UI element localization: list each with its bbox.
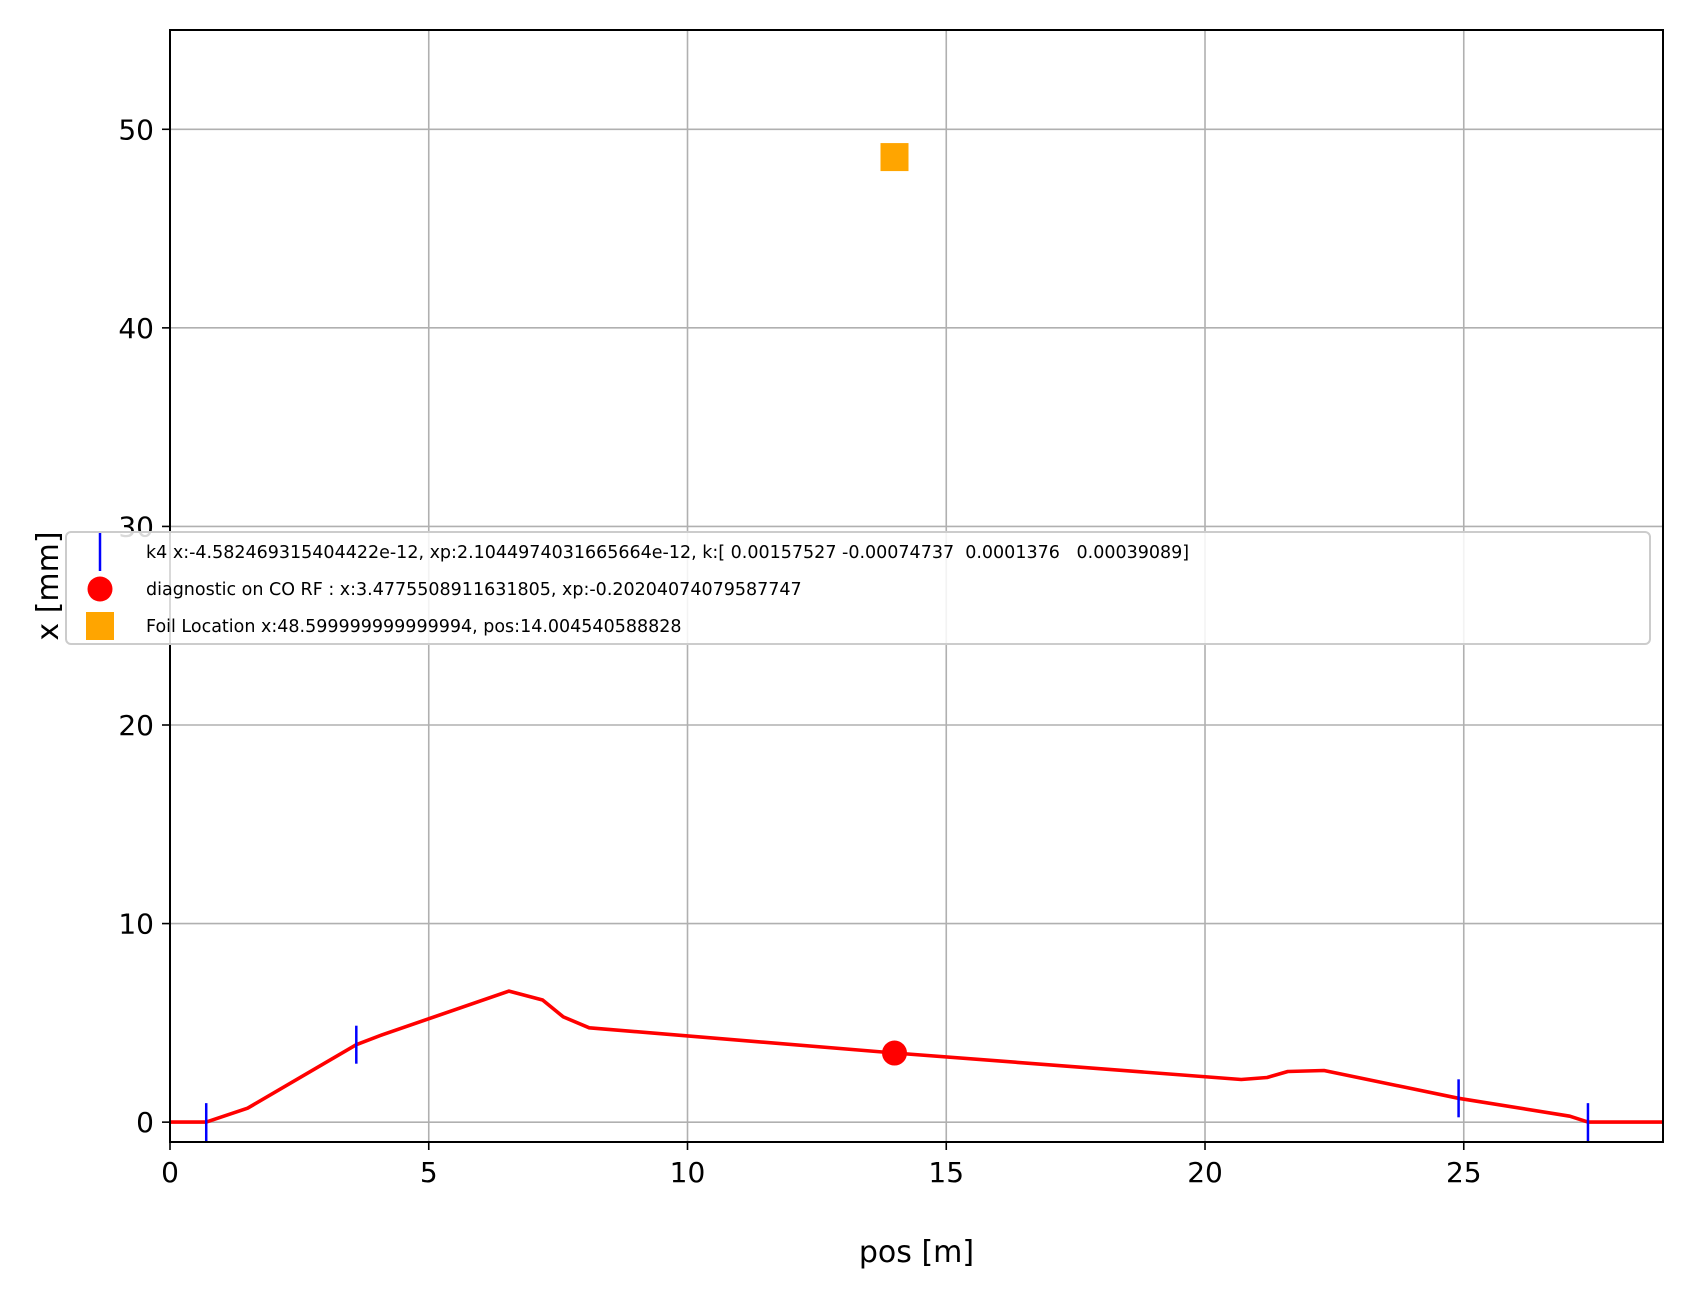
legend-box: [65, 531, 1651, 645]
y-axis-label: x [mm]: [31, 531, 66, 640]
legend-foil-handle: [86, 612, 114, 640]
legend-entry-label: Foil Location x:48.599999999999994, pos:…: [146, 617, 682, 637]
y-tick-label: 40: [118, 312, 154, 345]
legend-entry-label: diagnostic on CO RF : x:3.47755089116318…: [146, 580, 802, 600]
x-tick-label: 20: [1187, 1156, 1223, 1189]
orbit-line: [170, 989, 1663, 1124]
y-tick-label: 0: [136, 1106, 154, 1139]
x-tick-label: 15: [928, 1156, 964, 1189]
x-axis-label: pos [m]: [859, 1235, 974, 1270]
legend-diagnostic-handle: [87, 576, 113, 602]
x-tick-label: 5: [420, 1156, 438, 1189]
y-tick-label: 10: [118, 908, 154, 941]
legend-entry-label: k4 x:-4.582469315404422e-12, xp:2.104497…: [146, 543, 1189, 563]
y-tick-label: 20: [118, 709, 154, 742]
y-tick-label: 50: [118, 113, 154, 146]
legend: k4 x:-4.582469315404422e-12, xp:2.104497…: [65, 531, 1651, 645]
x-tick-label: 25: [1446, 1156, 1482, 1189]
data-layer: [170, 143, 1663, 1142]
foil-marker: [880, 143, 909, 172]
diagnostic-marker: [882, 1040, 908, 1066]
x-tick-label: 10: [670, 1156, 706, 1189]
x-tick-label: 0: [161, 1156, 179, 1189]
